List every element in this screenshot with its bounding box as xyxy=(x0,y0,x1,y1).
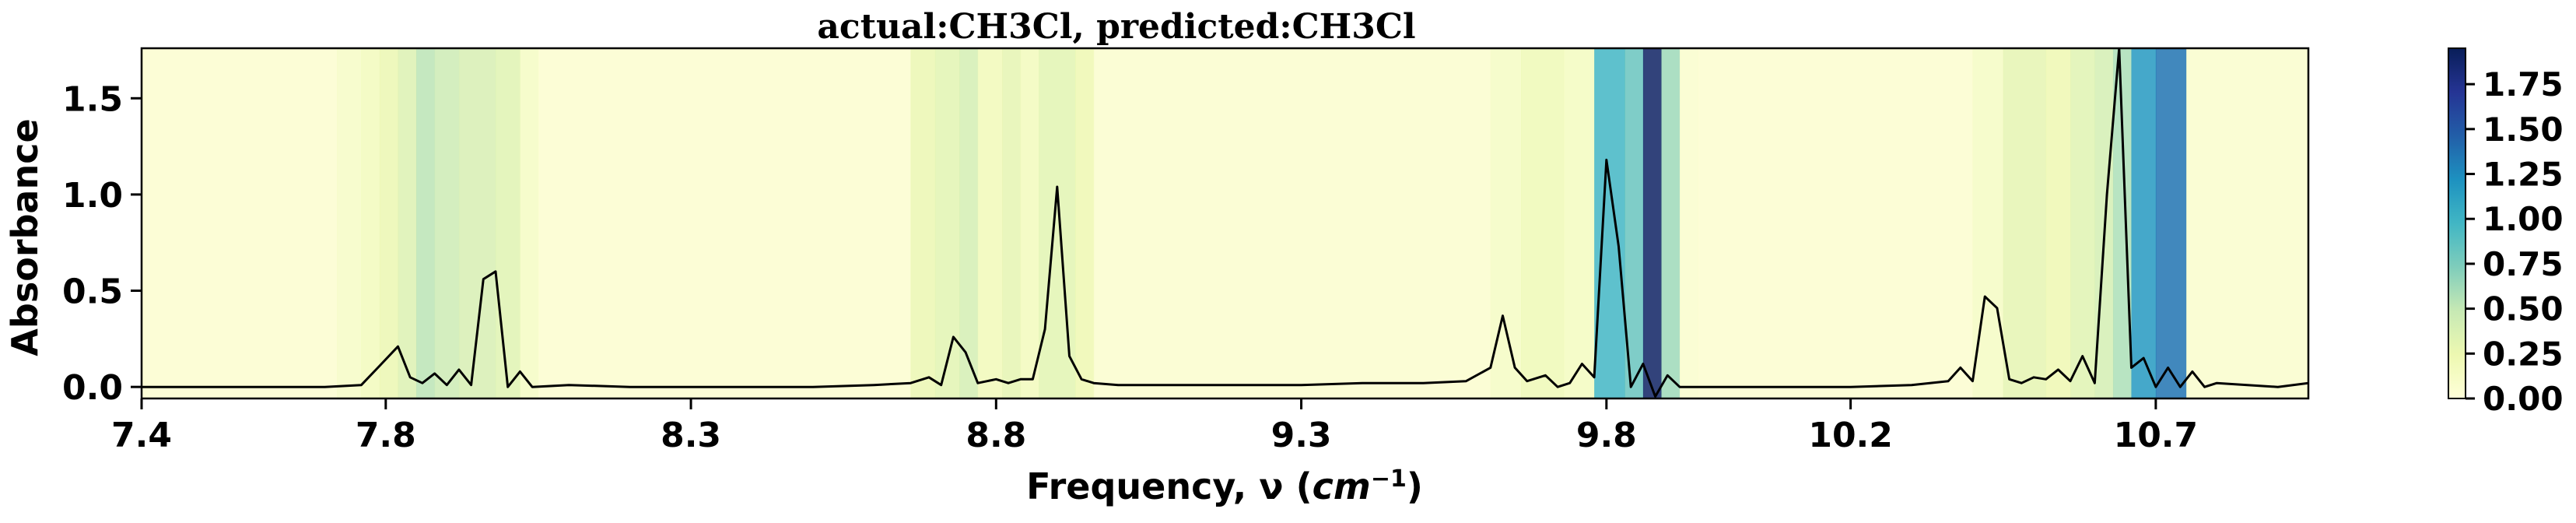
absorbance-line xyxy=(142,48,2308,398)
heat-band xyxy=(1642,48,1663,398)
heat-band xyxy=(398,48,417,398)
colorbar-tick-label: 0.50 xyxy=(2483,290,2564,328)
heat-band xyxy=(1093,48,1491,398)
heat-band xyxy=(496,48,520,398)
colorbar-tick-label: 1.25 xyxy=(2483,156,2564,194)
heat-band xyxy=(434,48,460,398)
heat-band xyxy=(910,48,936,398)
heat-band xyxy=(379,48,399,398)
heat-band xyxy=(959,48,979,398)
colorbar-tick-label: 1.00 xyxy=(2483,200,2564,238)
x-tick-label: 9.8 xyxy=(1576,416,1637,455)
heat-band xyxy=(2003,48,2047,398)
x-tick-label: 7.8 xyxy=(356,416,416,455)
colorbar-tick-label: 0.25 xyxy=(2483,335,2564,373)
y-tick-label: 1.0 xyxy=(62,176,123,216)
heat-band xyxy=(1563,48,1595,398)
heat-band xyxy=(2070,48,2096,398)
y-axis-label: Absorbance xyxy=(4,118,46,356)
colorbar-tick-label: 1.75 xyxy=(2483,65,2564,104)
x-axis-label: Frequency, ν (cm−1) xyxy=(1026,465,1423,507)
x-tick-label: 10.2 xyxy=(1808,416,1893,455)
heat-band xyxy=(538,48,912,398)
x-axis: 7.4 7.8 8.3 8.8 9.3 9.8 10.2 10.7 xyxy=(111,398,2198,455)
y-tick-label: 0.5 xyxy=(62,272,123,312)
x-tick-label: 9.3 xyxy=(1271,416,1332,455)
y-tick-label: 1.5 xyxy=(62,79,123,119)
heat-band xyxy=(977,48,1003,398)
heat-band xyxy=(1075,48,1095,398)
colorbar-tick-label: 0.75 xyxy=(2483,245,2564,283)
heat-band xyxy=(2045,48,2071,398)
plot-frame xyxy=(140,47,2310,400)
heat-band xyxy=(934,48,960,398)
heat-band xyxy=(520,48,539,398)
x-tick-label: 8.8 xyxy=(966,416,1026,455)
heat-band xyxy=(2155,48,2187,398)
heat-band xyxy=(1002,48,1022,398)
heat-band xyxy=(458,48,496,398)
heat-band xyxy=(2186,48,2308,398)
y-tick-label: 0.0 xyxy=(62,368,123,408)
heat-band xyxy=(1679,48,1699,398)
series-group xyxy=(142,48,2308,398)
heat-band xyxy=(142,48,338,398)
heat-band xyxy=(1520,48,1565,398)
x-tick-label: 8.3 xyxy=(661,416,721,455)
heat-band xyxy=(1594,48,1625,398)
heat-band xyxy=(1490,48,1522,398)
heat-band xyxy=(416,48,436,398)
heat-band xyxy=(1020,48,1039,398)
heat-band xyxy=(1698,48,1974,398)
colorbar-gradient xyxy=(2448,47,2466,399)
colorbar-tick-label: 1.50 xyxy=(2483,111,2564,149)
heat-band xyxy=(1039,48,1076,398)
heat-band xyxy=(361,48,380,398)
heat-band xyxy=(337,48,363,398)
x-tick-label: 7.4 xyxy=(111,416,172,455)
absorbance-heat-bands xyxy=(142,48,2308,398)
chart-title: actual:CH3Cl, predicted:CH3Cl xyxy=(817,7,1415,47)
colorbar: 0.00 0.25 0.50 0.75 1.00 1.25 1.50 1.75 xyxy=(2448,47,2564,418)
heat-band xyxy=(2131,48,2157,398)
heat-band xyxy=(1661,48,1681,398)
y-axis: 0.0 0.5 1.0 1.5 xyxy=(62,79,142,408)
x-tick-label: 10.7 xyxy=(2114,416,2199,455)
colorbar-tick-label: 0.00 xyxy=(2483,380,2564,418)
